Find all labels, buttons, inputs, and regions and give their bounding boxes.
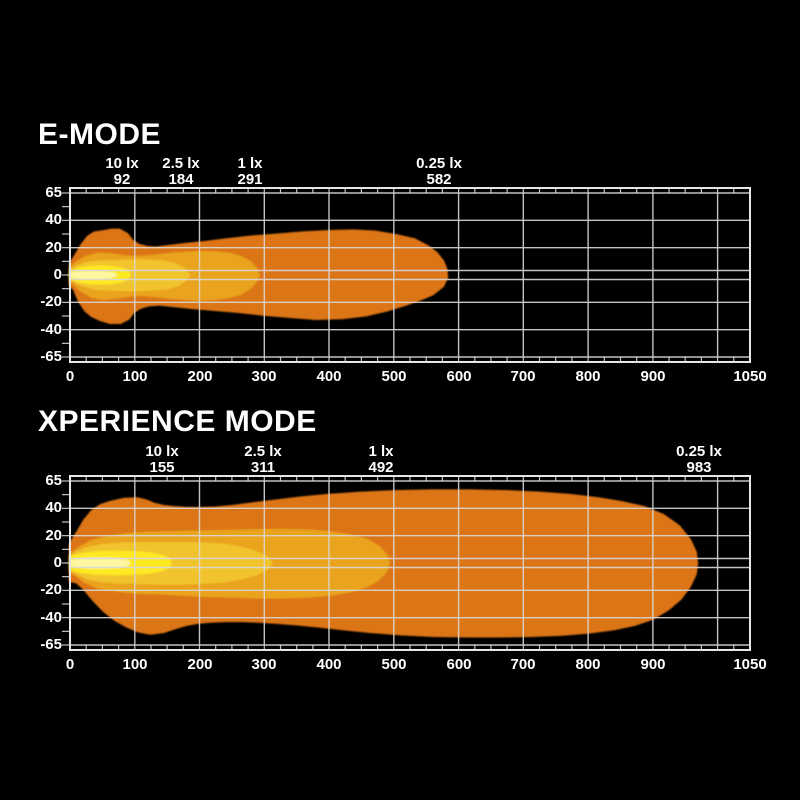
lux-distance: 291 <box>237 170 263 188</box>
x-tick-label-1050: 1050 <box>733 368 767 385</box>
x-tick-label-400: 400 <box>316 656 342 673</box>
lux-distance: 492 <box>368 458 394 476</box>
x-tick-label-700: 700 <box>510 656 536 673</box>
chart-title-e-mode: E-MODE <box>38 118 161 151</box>
chart-title-xperience-mode: XPERIENCE MODE <box>38 405 317 438</box>
x-tick-label-200: 200 <box>187 656 213 673</box>
lux-annotation-3: 1 lx 291 <box>192 156 308 187</box>
x-tick-label-100: 100 <box>122 656 148 673</box>
x-tick-label-500: 500 <box>381 368 407 385</box>
lux-distance: 983 <box>686 458 712 476</box>
x-tick-label-500: 500 <box>381 656 407 673</box>
y-tick-label-40: 40 <box>45 499 62 516</box>
x-tick-label-300: 300 <box>251 368 277 385</box>
contour-hotspot <box>70 270 118 280</box>
x-tick-label-800: 800 <box>575 656 601 673</box>
y-tick-label-65: 65 <box>45 472 62 489</box>
lux-value: 1 lx <box>368 443 394 460</box>
y-tick-label-65: 65 <box>45 184 62 201</box>
x-tick-label-300: 300 <box>251 656 277 673</box>
lux-distance: 155 <box>149 458 175 476</box>
y-tick-label--20: -20 <box>40 293 62 310</box>
x-tick-label-0: 0 <box>65 656 75 673</box>
y-tick-label-20: 20 <box>45 527 62 544</box>
contour-hotspot <box>70 557 131 569</box>
lux-distance: 184 <box>168 170 194 188</box>
beam-contours <box>68 489 699 638</box>
y-tick-label--20: -20 <box>40 581 62 598</box>
lux-distance: 311 <box>250 458 276 476</box>
lux-value: 0.25 lx <box>416 155 462 172</box>
y-tick-label--40: -40 <box>40 321 62 338</box>
y-tick-label--65: -65 <box>40 348 62 365</box>
lux-value: 2.5 lx <box>162 155 200 172</box>
lux-annotation-1: 10 lx 155 <box>104 444 220 475</box>
lux-value: 10 lx <box>145 443 179 460</box>
y-tick-label--65: -65 <box>40 636 62 653</box>
x-tick-label-400: 400 <box>316 368 342 385</box>
beam-plot-e-mode <box>62 187 751 363</box>
x-tick-label-800: 800 <box>575 368 601 385</box>
x-tick-label-600: 600 <box>446 656 472 673</box>
lux-value: 0.25 lx <box>676 443 722 460</box>
x-tick-label-1050: 1050 <box>733 656 767 673</box>
x-tick-label-200: 200 <box>187 368 213 385</box>
beam-contours <box>68 228 449 325</box>
y-tick-label--40: -40 <box>40 609 62 626</box>
y-tick-label-40: 40 <box>45 211 62 228</box>
x-tick-label-0: 0 <box>65 368 75 385</box>
lux-distance: 92 <box>113 170 131 188</box>
lux-annotation-2: 2.5 lx 311 <box>205 444 321 475</box>
x-tick-label-900: 900 <box>640 368 666 385</box>
x-tick-label-600: 600 <box>446 368 472 385</box>
lux-value: 2.5 lx <box>244 443 282 460</box>
lux-annotation-4: 0.25 lx 983 <box>641 444 757 475</box>
lux-annotation-4: 0.25 lx 582 <box>381 156 497 187</box>
lux-annotation-3: 1 lx 492 <box>323 444 439 475</box>
lux-value: 10 lx <box>105 155 139 172</box>
y-tick-label-20: 20 <box>45 239 62 256</box>
y-tick-label-0: 0 <box>53 554 62 571</box>
lux-distance: 582 <box>426 170 452 188</box>
x-tick-label-700: 700 <box>510 368 536 385</box>
lux-value: 1 lx <box>237 155 263 172</box>
x-tick-label-900: 900 <box>640 656 666 673</box>
y-tick-label-0: 0 <box>53 266 62 283</box>
lux-annotation-1: 10 lx 92 <box>64 156 180 187</box>
x-tick-label-100: 100 <box>122 368 148 385</box>
lux-annotation-2: 2.5 lx 184 <box>123 156 239 187</box>
beam-plot-xperience-mode <box>62 475 751 651</box>
